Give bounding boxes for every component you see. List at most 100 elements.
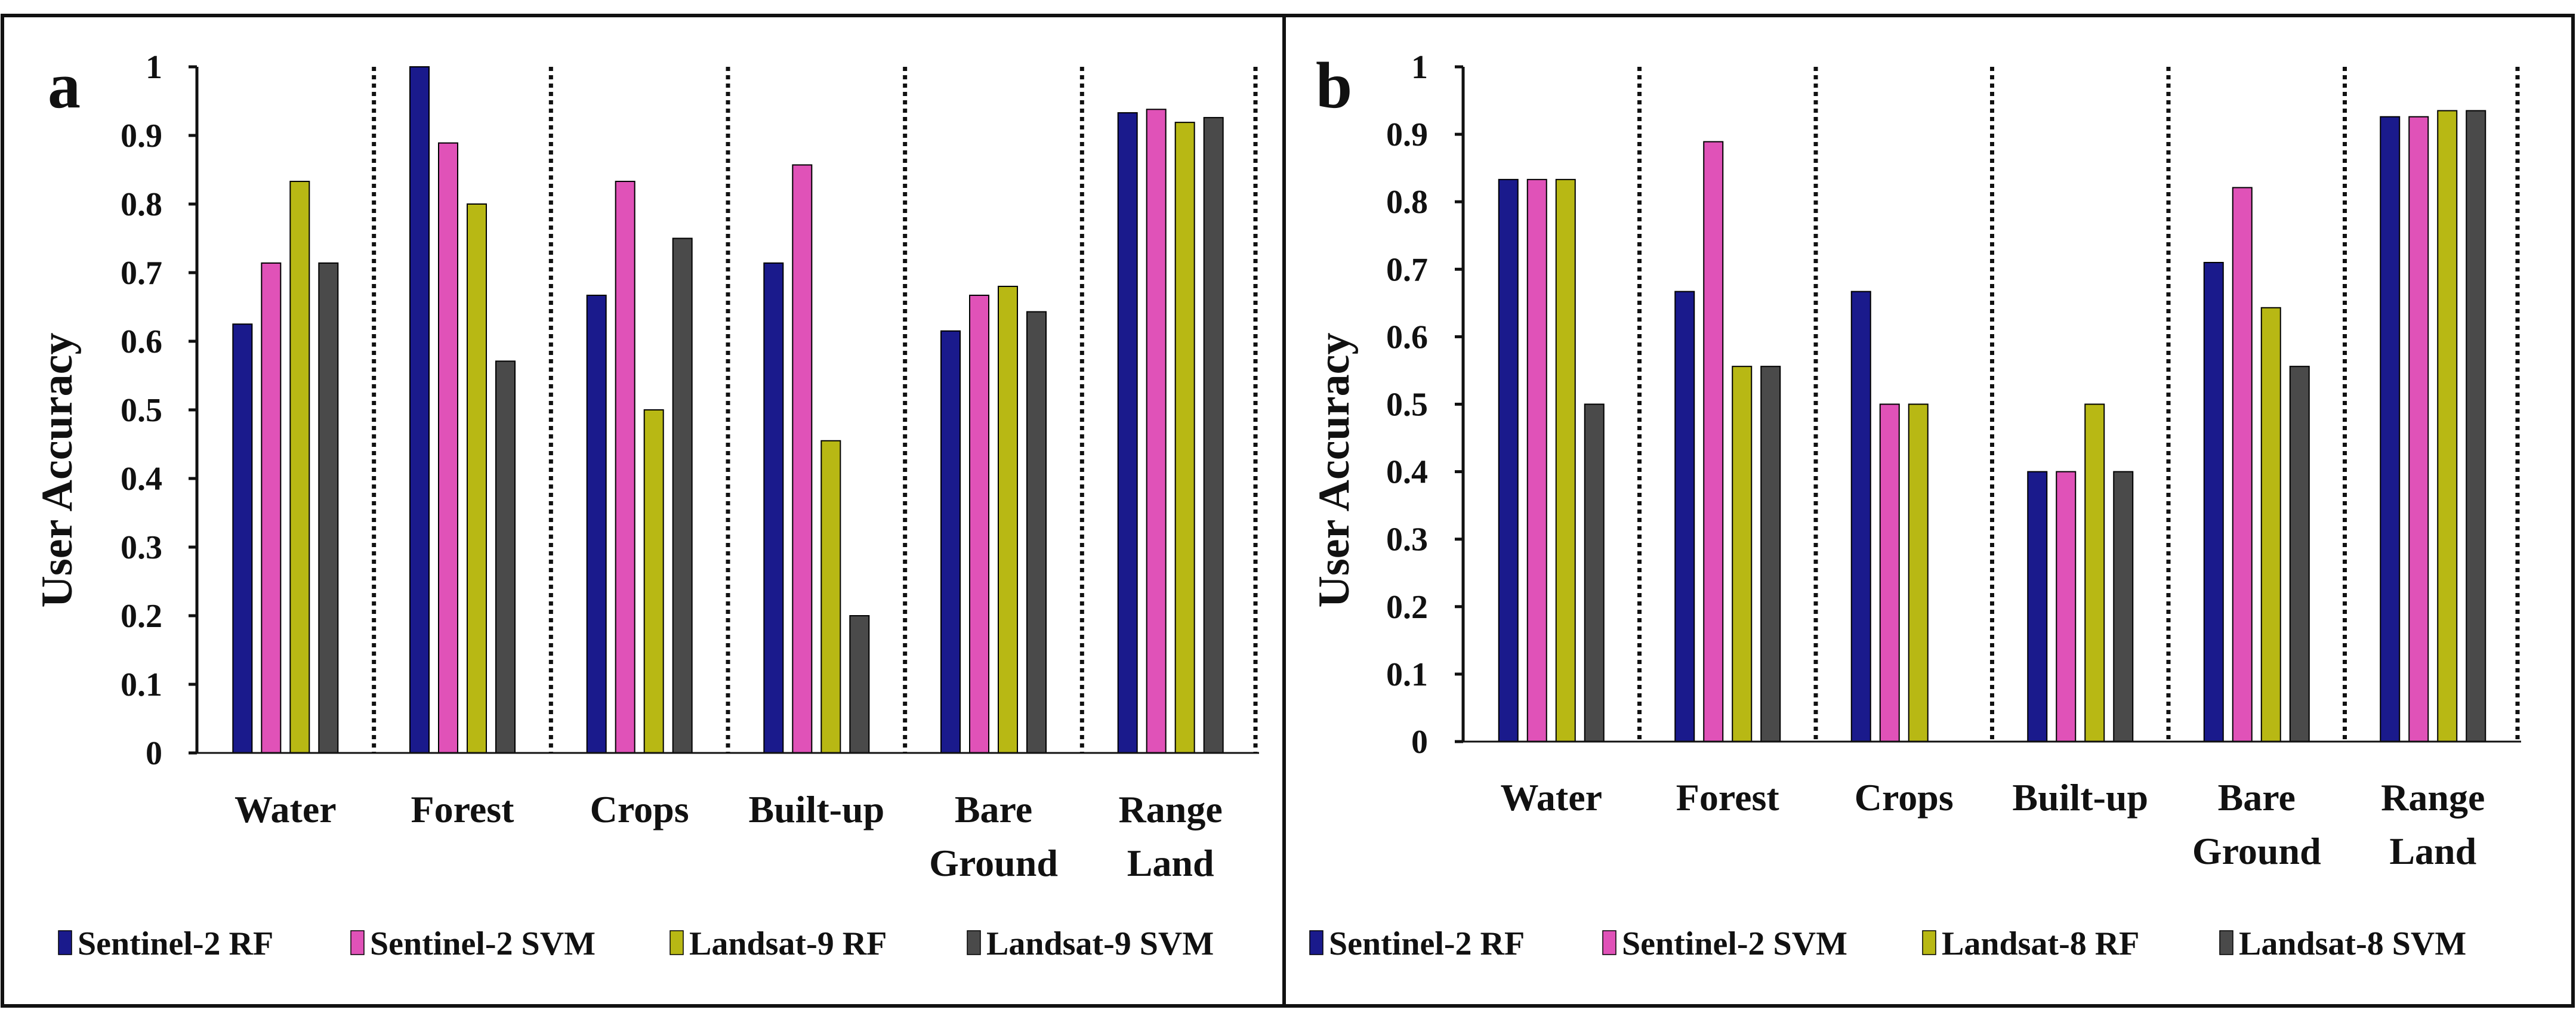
bar-range-land-sentinel-2-rf: [1117, 112, 1138, 754]
bar-built-up-sentinel-2-rf: [763, 262, 784, 754]
bar-bare-ground-landsat-8-rf: [2260, 307, 2281, 742]
bar-built-up-landsat-9-rf: [820, 440, 841, 754]
y-tick-label: 0.6: [121, 323, 162, 360]
panel-a-y-axis-label: User Accuracy: [33, 333, 82, 608]
y-tick-label: 0.9: [1386, 116, 1428, 153]
y-tick-label: 0.9: [121, 118, 162, 155]
panel-b-frame: [1282, 14, 2575, 1008]
panel-b-y-axis-label: User Accuracy: [1310, 333, 1359, 608]
y-tick-label: 0.3: [121, 529, 162, 566]
category-label: Water: [235, 788, 337, 830]
bar-range-land-landsat-9-rf: [1174, 122, 1195, 754]
bar-bare-ground-sentinel-2-svm: [2232, 187, 2253, 743]
bar-range-land-landsat-9-svm: [1203, 117, 1224, 754]
bar-forest-landsat-8-rf: [1732, 366, 1753, 742]
y-tick-label: 0.6: [1386, 319, 1428, 356]
panel-a-frame: [1, 14, 1286, 1008]
panel-a: a User Accuracy 0 0.1 0.2 0.3 0.4 0.5 0.6 0.7 0.…: [1, 14, 1286, 1008]
y-tick-label: 0.4: [1386, 454, 1428, 491]
bar-range-land-sentinel-2-rf: [2380, 116, 2401, 743]
category-label: Crops: [590, 788, 689, 830]
legend-label: Sentinel-2 RF: [1329, 925, 1525, 962]
y-tick-label: 0.7: [121, 255, 162, 292]
category-label: Bare: [955, 788, 1032, 830]
category-label: Range: [2381, 776, 2485, 819]
bar-water-sentinel-2-rf: [232, 323, 253, 754]
legend-swatch: [1602, 930, 1616, 955]
bar-bare-ground-landsat-8-svm: [2289, 366, 2310, 742]
bar-forest-sentinel-2-svm: [438, 142, 458, 754]
legend-label: Landsat-9 RF: [689, 925, 887, 962]
y-tick-label: 0: [146, 735, 162, 772]
bar-built-up-landsat-9-svm: [849, 615, 870, 754]
y-tick-label: 0.8: [121, 186, 162, 223]
bar-bare-ground-sentinel-2-svm: [969, 294, 989, 754]
y-tick-label: 0.1: [1386, 656, 1428, 693]
panel-b-y-ticks: 0 0.1 0.2 0.3 0.4 0.5 0.6 0.7 0.8 0.9 1: [1386, 49, 1463, 761]
bar-forest-landsat-9-svm: [495, 360, 516, 754]
bar-built-up-sentinel-2-svm: [792, 164, 813, 754]
category-label: Ground: [929, 842, 1058, 884]
legend-swatch: [1309, 930, 1324, 955]
y-tick-label: 0.8: [1386, 184, 1428, 221]
panel-b-bars: [1455, 110, 2521, 743]
bar-forest-sentinel-2-rf: [409, 66, 430, 754]
panel-b-separators: [1637, 67, 2520, 742]
category-label: Land: [1127, 842, 1214, 884]
panel-a-separators: [372, 67, 1258, 753]
category-label: Water: [1500, 776, 1602, 819]
panel-b-category-labels: Water Forest Crops Built-up Bare Ground Range L…: [1500, 776, 2485, 872]
bar-water-landsat-8-svm: [1584, 403, 1605, 742]
category-label: Crops: [1855, 776, 1954, 819]
bar-bare-ground-landsat-9-rf: [998, 286, 1018, 754]
y-tick-label: 1: [146, 49, 162, 86]
y-tick-label: 0.2: [1386, 589, 1428, 626]
category-label: Range: [1119, 788, 1223, 830]
category-label: Built-up: [749, 788, 885, 830]
y-tick-label: 1: [1411, 49, 1428, 86]
bar-crops-landsat-9-svm: [672, 237, 693, 754]
bar-crops-sentinel-2-svm: [1879, 403, 1900, 742]
bar-crops-sentinel-2-rf: [586, 294, 607, 754]
bar-range-land-landsat-8-rf: [2437, 110, 2458, 742]
legend-label: Sentinel-2 SVM: [370, 925, 596, 962]
y-tick-label: 0.2: [121, 598, 162, 635]
panel-a-letter: a: [48, 49, 81, 122]
legend-swatch: [58, 930, 72, 955]
bar-water-sentinel-2-svm: [1526, 178, 1547, 742]
legend-label: Landsat-8 RF: [1942, 925, 2139, 962]
panel-b-legend: Sentinel-2 RF Sentinel-2 SVM Landsat-8 RF L…: [1309, 925, 2466, 962]
category-label: Ground: [2192, 830, 2321, 872]
bar-water-landsat-8-rf: [1555, 178, 1576, 742]
bar-range-land-sentinel-2-svm: [1146, 109, 1167, 754]
category-label: Land: [2389, 830, 2476, 872]
bar-range-land-landsat-8-svm: [2466, 110, 2486, 742]
bar-range-land-sentinel-2-svm: [2408, 116, 2429, 743]
panel-a-y-ticks: 0 0.1 0.2 0.3 0.4 0.5 0.6 0.7 0.8 0.9 1: [121, 49, 197, 772]
bar-forest-sentinel-2-svm: [1703, 141, 1724, 742]
bar-forest-landsat-9-rf: [467, 203, 487, 754]
panel-a-legend: Sentinel-2 RF Sentinel-2 SVM Landsat-9 RF L…: [58, 925, 1214, 962]
bar-crops-sentinel-2-svm: [615, 181, 635, 754]
bar-built-up-sentinel-2-rf: [2027, 471, 2048, 742]
y-tick-label: 0.1: [121, 666, 162, 703]
bar-bare-ground-sentinel-2-rf: [2203, 261, 2224, 742]
bar-crops-landsat-9-rf: [643, 409, 664, 754]
category-label: Built-up: [2012, 776, 2148, 819]
legend-label: Landsat-8 SVM: [2239, 925, 2466, 962]
bar-built-up-landsat-8-svm: [2113, 471, 2134, 742]
bar-built-up-landsat-8-rf: [2084, 403, 2105, 742]
bar-water-sentinel-2-svm: [261, 262, 282, 754]
bar-water-landsat-9-svm: [318, 262, 339, 754]
bar-water-sentinel-2-rf: [1498, 178, 1519, 742]
legend-swatch: [350, 930, 365, 955]
bar-water-landsat-9-rf: [289, 181, 310, 754]
bar-crops-sentinel-2-rf: [1850, 291, 1871, 742]
bar-bare-ground-sentinel-2-rf: [940, 330, 961, 754]
y-tick-label: 0.5: [1386, 387, 1428, 424]
bar-forest-landsat-8-svm: [1760, 366, 1781, 742]
legend-swatch: [1922, 930, 1936, 955]
legend-swatch: [967, 930, 981, 955]
legend-label: Sentinel-2 RF: [78, 925, 273, 962]
